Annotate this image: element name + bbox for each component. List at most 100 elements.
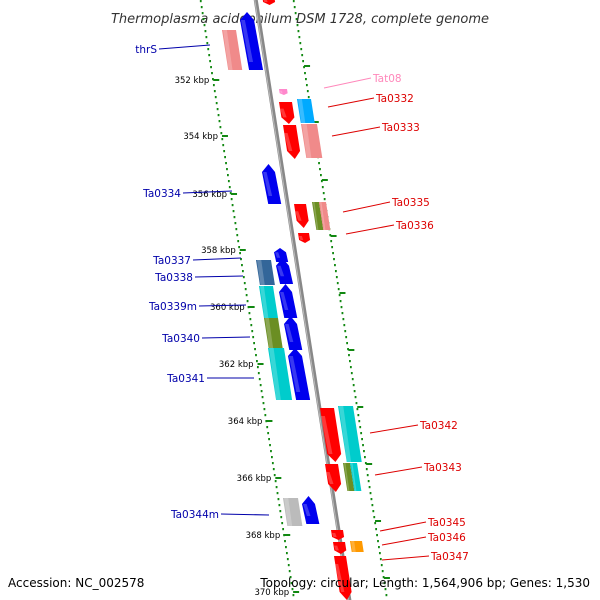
right-dot [371, 504, 374, 507]
gene-label-ta0343: Ta0343 [423, 462, 462, 474]
right-dot [340, 306, 343, 309]
leader-line [198, 304, 247, 307]
left-dot [212, 78, 214, 81]
left-dot [236, 234, 239, 237]
left-dot [247, 306, 250, 309]
right-dot [351, 378, 354, 381]
gene-arrow-blue [288, 348, 311, 400]
left-dot [210, 66, 212, 69]
left-dot [273, 474, 276, 477]
right-dot [347, 348, 349, 351]
leader-line [369, 424, 419, 434]
gene-shade [338, 406, 362, 462]
gene-shade [264, 318, 283, 348]
left-dot [223, 150, 226, 153]
right-dot [373, 516, 376, 519]
scale-label: 352 kbp [175, 76, 210, 86]
left-dot [226, 168, 228, 171]
right-dot [321, 186, 324, 189]
left-dot [238, 246, 241, 249]
leader-line [323, 77, 372, 89]
right-dot [320, 180, 323, 183]
right-dot [339, 300, 342, 303]
right-dot [363, 450, 365, 453]
gene-arrow-red [331, 530, 345, 540]
gene-label-ta0347: Ta0347 [430, 551, 469, 563]
gene-shade [301, 124, 323, 158]
left-dot [269, 444, 271, 447]
left-dot [266, 426, 269, 429]
axis-line [253, 0, 352, 600]
right-dot [385, 594, 388, 597]
left-dot [227, 174, 229, 177]
left-dot [206, 42, 209, 45]
left-dot [218, 120, 221, 123]
left-dot [276, 492, 279, 495]
right-dot [357, 414, 360, 417]
left-dot [285, 552, 288, 555]
gene-shade [259, 286, 278, 318]
gene-label-ta0335: Ta0335 [391, 197, 430, 209]
gene-shade-shine [269, 348, 281, 400]
right-dot [343, 324, 346, 327]
right-dot [349, 366, 352, 369]
left-dot [239, 252, 241, 255]
right-dot [306, 90, 309, 93]
gene-arrow-blue-shine [275, 252, 281, 258]
gene-label-ta0344m: Ta0344m [170, 509, 219, 521]
right-dot [354, 396, 357, 399]
left-dot [249, 318, 252, 321]
right-dot [353, 390, 356, 393]
leader-line [182, 190, 233, 194]
gene-arrow-red [334, 556, 352, 600]
gene-labels: thrS Ta0334 Ta0337 Ta0338 Ta0339m Ta0340 Ta034… [135, 44, 469, 563]
label-leaders [158, 44, 430, 561]
right-dot [348, 354, 350, 357]
right-dot [362, 444, 364, 447]
right-dot [295, 18, 298, 21]
right-dot [307, 96, 310, 99]
trna-marker-shine [280, 90, 283, 94]
gene-shade [343, 463, 355, 491]
gene-shade [268, 348, 293, 400]
gene-label-ta0334: Ta0334 [142, 188, 181, 200]
gene-label-tat08: Tat08 [372, 73, 402, 85]
right-dot [332, 252, 334, 255]
leader-line [342, 201, 391, 213]
gene-features [222, 0, 364, 600]
gene-shade-shine [339, 406, 352, 462]
left-dot [274, 480, 277, 483]
left-dot [227, 180, 230, 183]
gene-arrow-red-shine [334, 545, 339, 551]
right-dot [330, 240, 333, 243]
leader-line [381, 536, 427, 546]
right-dot [302, 60, 305, 63]
gene-arrow-blue [240, 12, 264, 70]
right-dot [342, 318, 345, 321]
right-dot [349, 360, 351, 363]
gene-arrow-red-shine [335, 564, 345, 592]
left-dot [292, 594, 295, 597]
gene-label-ta0346: Ta0346 [427, 532, 466, 544]
gene-arrow-red-shine [299, 236, 304, 240]
gene-arrow-red [333, 542, 347, 554]
gene-label-thrs: thrS [135, 44, 157, 56]
left-dot [241, 270, 244, 273]
right-dot [366, 474, 369, 477]
left-dot [245, 294, 248, 297]
left-dot [256, 366, 259, 369]
gene-arrow-blue-shine [303, 504, 311, 516]
gene-arrow-red-shine [332, 533, 337, 537]
left-dot [289, 576, 292, 579]
gene-arrow-blue [276, 258, 294, 284]
left-dot [267, 432, 270, 435]
left-dot [259, 384, 262, 387]
left-dot [270, 450, 272, 453]
left-dot [256, 360, 258, 363]
right-dot [369, 492, 372, 495]
left-dot [282, 528, 285, 531]
gene-arrow-blue [284, 316, 303, 350]
right-dot [345, 336, 348, 339]
gene-label-ta0337: Ta0337 [152, 255, 191, 267]
